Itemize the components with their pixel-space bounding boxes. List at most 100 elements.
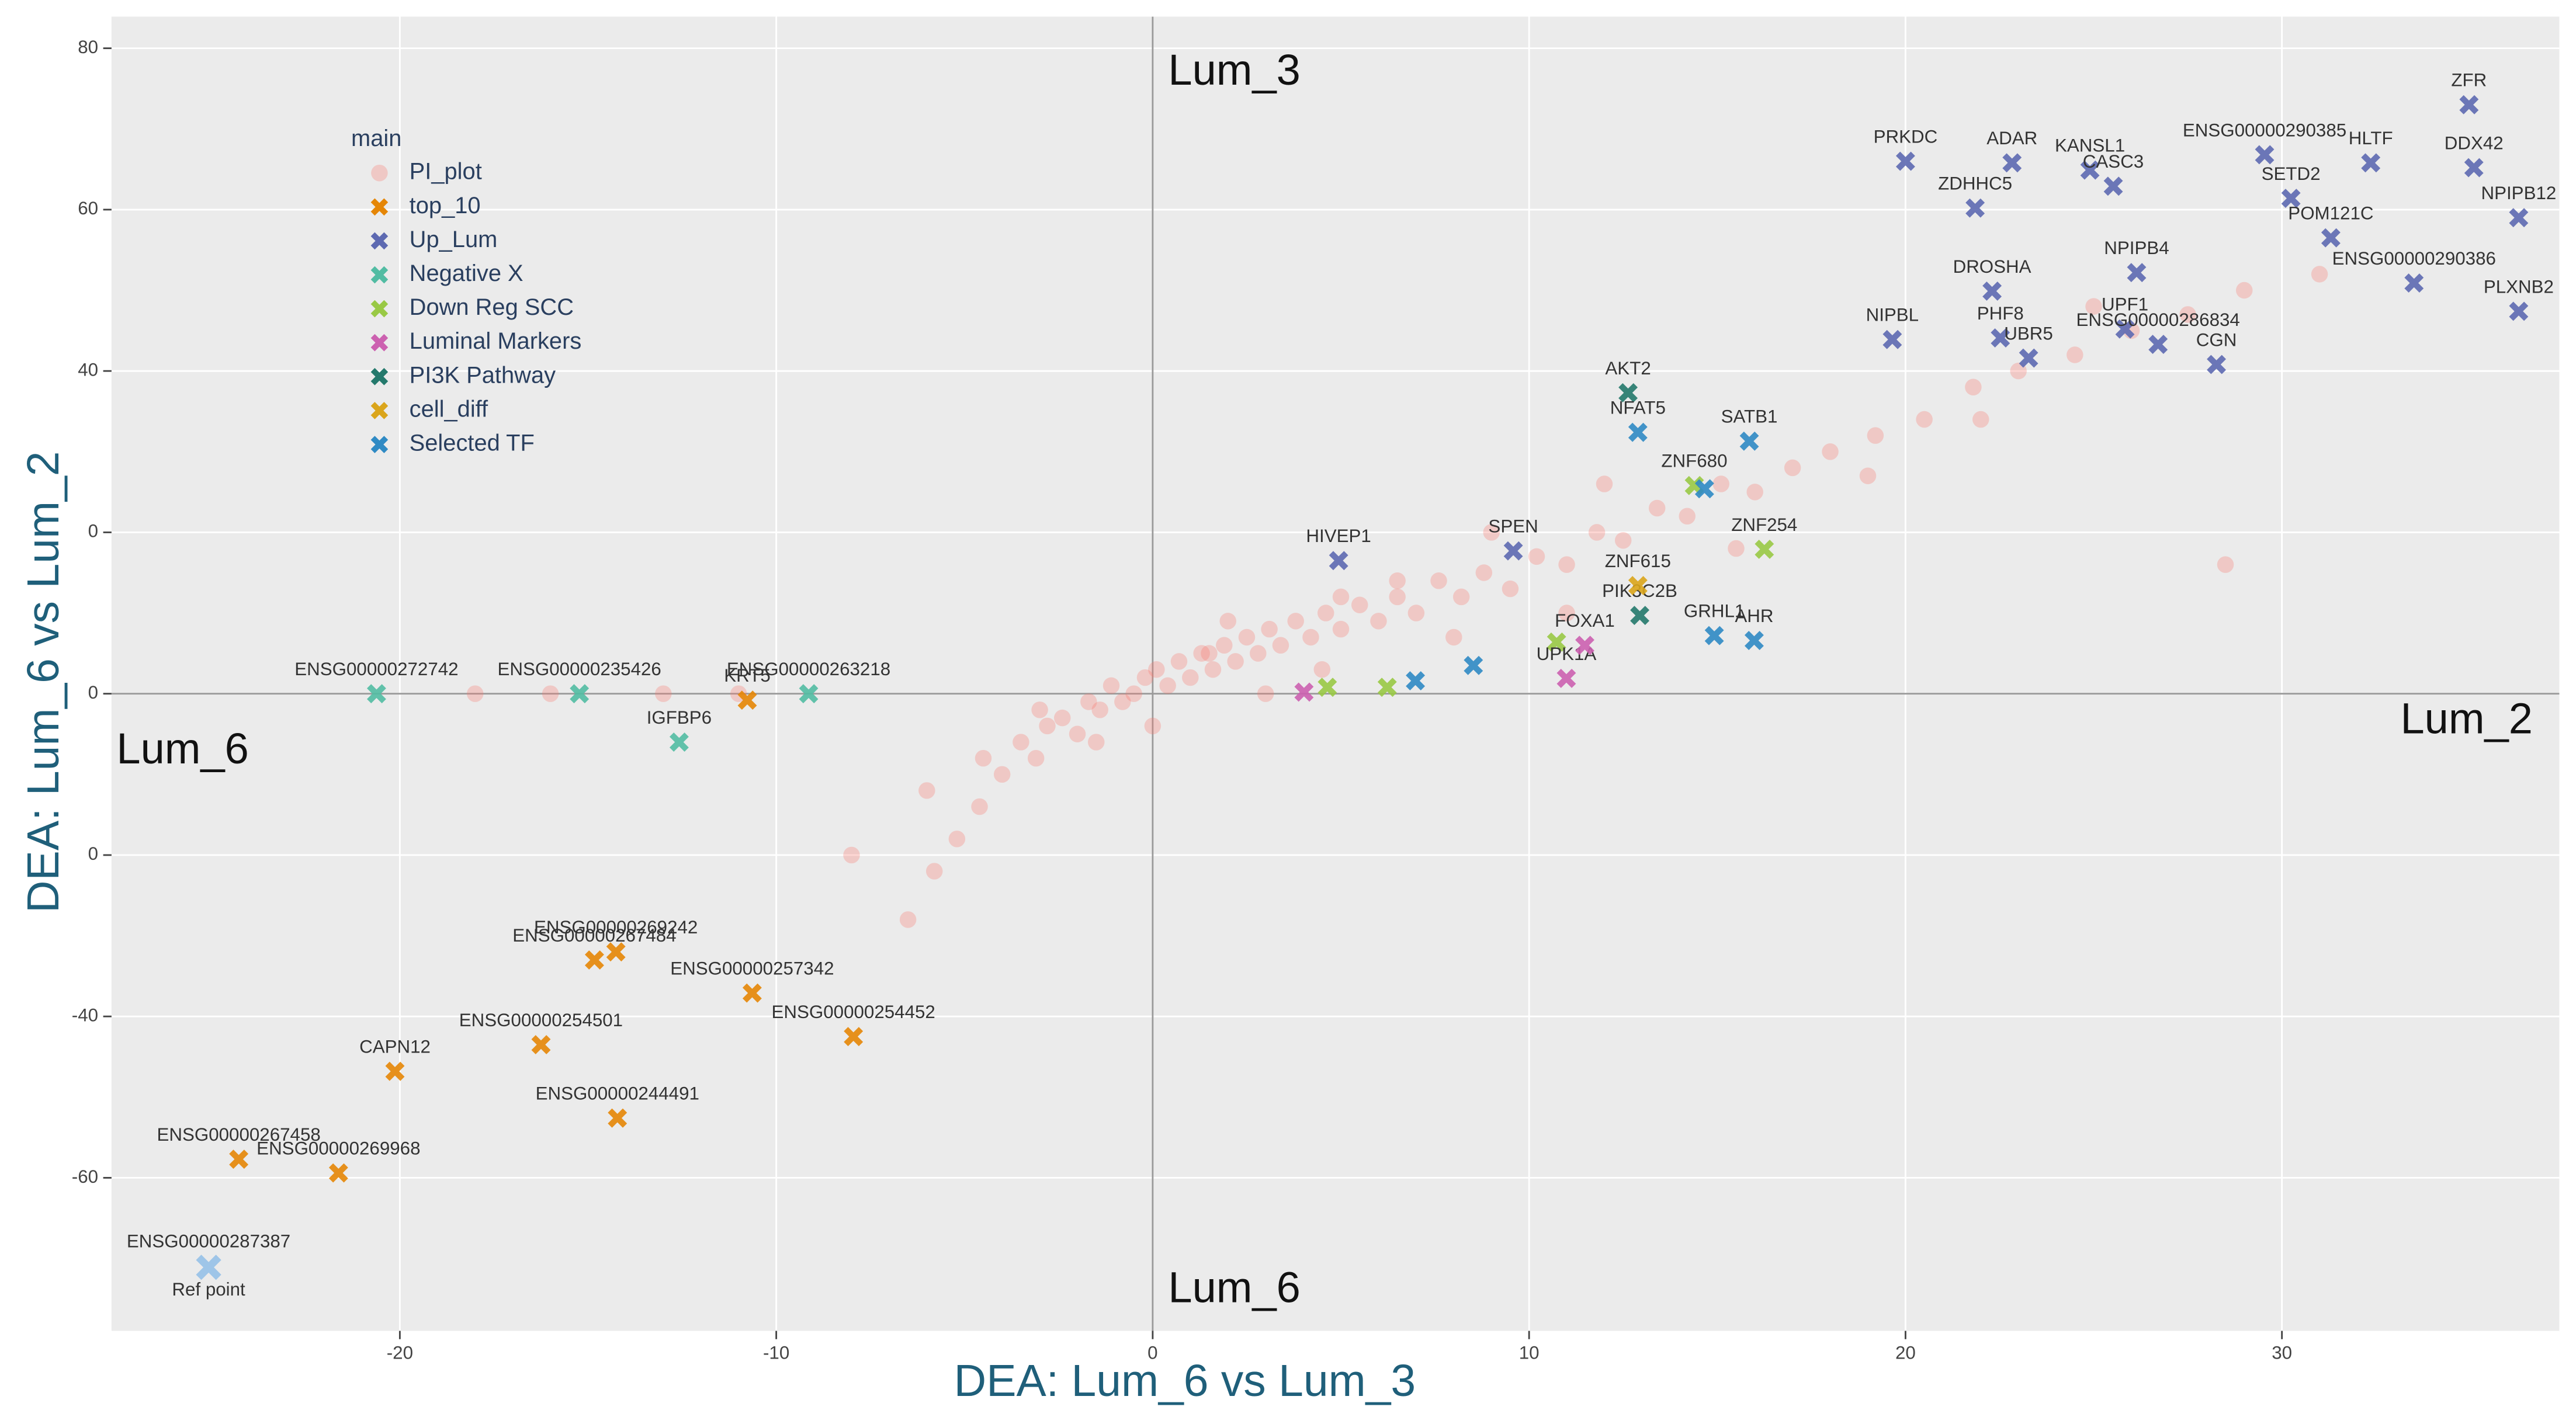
point-label: CAPN12 (359, 1037, 431, 1057)
y-tick-label: -60 (72, 1166, 98, 1187)
point (1261, 620, 1278, 638)
point-label: ENSG00000269968 (256, 1138, 420, 1159)
y-tick-label: 40 (78, 359, 98, 380)
quadrant-label-bottom: Lum_6 (1168, 1263, 1300, 1312)
quadrant-label-right: Lum_2 (2400, 694, 2532, 743)
point (2115, 319, 2135, 339)
quadrant-label-left: Lum_6 (116, 724, 248, 773)
point-label: IGFBP6 (647, 707, 712, 728)
point (2321, 228, 2341, 248)
point-label: AKT2 (1605, 358, 1651, 378)
point-label: PHF8 (1977, 303, 2024, 324)
point-label: ZDHHC5 (1938, 173, 2012, 194)
legend-label: PI_plot (410, 159, 482, 185)
point (1031, 701, 1048, 718)
point (1972, 411, 1989, 428)
point (1694, 479, 1714, 499)
point (229, 1149, 249, 1169)
point-label: SATB1 (1721, 407, 1778, 427)
point-label: KRT5 (724, 665, 770, 686)
y-axis-title: DEA: Lum_6 vs Lum_2 (18, 451, 68, 912)
point (1148, 661, 1165, 678)
point (1859, 467, 1877, 484)
point (1351, 596, 1368, 613)
legend-label: top_10 (410, 193, 481, 218)
point-label: ENSG00000290385 (2183, 120, 2346, 140)
x-tick-label: 30 (2272, 1343, 2292, 1363)
point-label: ZNF680 (1661, 451, 1727, 471)
point (1219, 613, 1236, 630)
point (899, 911, 917, 928)
point-label: GRHL1 (1684, 601, 1745, 621)
point-label: PRKDC (1874, 126, 1938, 147)
point (1630, 606, 1649, 626)
point (1739, 431, 1759, 451)
point (1204, 661, 1222, 678)
legend-marker (370, 300, 389, 318)
point (1712, 475, 1729, 492)
point (1238, 628, 1256, 646)
point-label: SPEN (1488, 516, 1538, 537)
point-label: ZNF254 (1731, 515, 1797, 535)
x-tick-label: -20 (387, 1343, 413, 1363)
point (844, 1027, 864, 1047)
x-tick-label: -10 (763, 1343, 789, 1363)
y-tick-label: 0 (88, 521, 98, 541)
legend-label: Selected TF (410, 430, 535, 456)
point (1102, 677, 1120, 694)
point (1054, 709, 1071, 727)
point (2002, 153, 2022, 173)
legend-marker (370, 334, 389, 352)
point-label: NFAT5 (1610, 398, 1666, 418)
point (366, 684, 386, 704)
point-label: POM121C (2288, 203, 2373, 224)
point (1125, 685, 1142, 702)
point-label: ENSG00000254501 (459, 1010, 623, 1030)
point (1528, 548, 1545, 565)
point (1882, 329, 1902, 349)
point (1728, 540, 1745, 557)
point (1596, 475, 1613, 492)
point (1069, 725, 1086, 742)
point (1027, 749, 1045, 767)
point (1201, 645, 1218, 662)
point-label: ENSG00000286834 (2076, 310, 2240, 330)
point (1464, 655, 1483, 675)
point (606, 942, 626, 962)
point (1483, 524, 1500, 541)
point (1965, 378, 1982, 396)
point (1193, 645, 1210, 662)
point (1088, 734, 1105, 751)
point-label: NPIPB4 (2104, 238, 2169, 258)
y-tick-label: -40 (72, 1005, 98, 1025)
point (655, 685, 672, 702)
point-label: NPIPB12 (2481, 183, 2556, 203)
point (1302, 628, 1319, 646)
point (1370, 613, 1387, 630)
point (328, 1163, 348, 1183)
point (2067, 346, 2083, 363)
point (948, 831, 966, 848)
point (1867, 427, 1884, 444)
point (2179, 306, 2196, 323)
ref-point-note: Ref point (172, 1279, 245, 1300)
point (1332, 620, 1350, 638)
point (2103, 176, 2123, 196)
point (2404, 273, 2424, 293)
y-tick-label: 60 (78, 198, 98, 218)
ref-point-label: ENSG00000287387 (127, 1231, 290, 1251)
legend-title: main (351, 126, 401, 151)
point (1628, 422, 1648, 442)
plot-background (111, 16, 2560, 1331)
point-label: NIPBL (1866, 305, 1919, 325)
point-label: ENSG00000263218 (727, 659, 890, 679)
point (1287, 613, 1304, 630)
point (1407, 605, 1425, 621)
legend-label: PI3K Pathway (410, 362, 556, 388)
point (608, 1108, 627, 1128)
point (2464, 158, 2484, 178)
point (1679, 508, 1696, 525)
point (1895, 151, 1915, 171)
point (1389, 572, 1406, 589)
